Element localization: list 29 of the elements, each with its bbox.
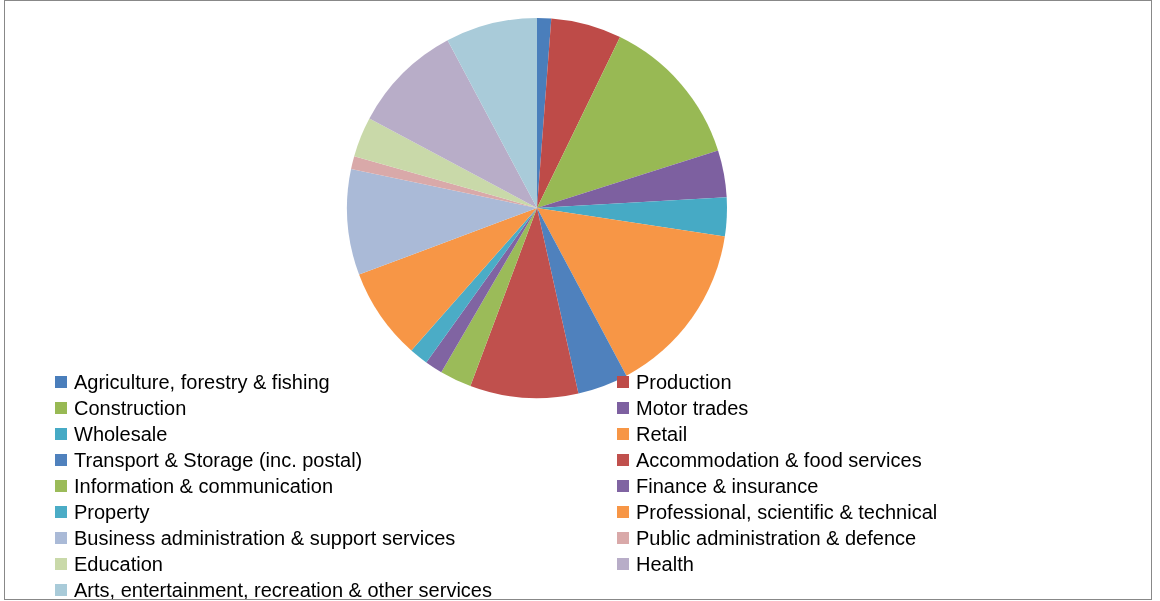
legend-label: Health — [636, 552, 694, 577]
legend-label: Arts, entertainment, recreation & other services — [74, 578, 492, 601]
legend-label: Production — [636, 370, 732, 395]
legend-label: Professional, scientific & technical — [636, 500, 938, 525]
pie-slice — [470, 208, 579, 398]
pie-slice — [537, 37, 719, 208]
legend-label: Retail — [636, 422, 688, 447]
pie-slice — [369, 40, 537, 208]
pie-slice — [347, 168, 537, 275]
legend-label: Motor trades — [636, 396, 749, 421]
legend-label: Wholesale — [74, 422, 168, 447]
pie-slice — [537, 208, 627, 394]
pie-slice — [354, 118, 537, 208]
legend-label: Property — [74, 500, 150, 525]
pie-slice — [537, 18, 621, 208]
pie-slice — [537, 197, 727, 237]
pie-slice — [537, 150, 727, 208]
legend-label: Agriculture, forestry & fishing — [74, 370, 330, 395]
legend-label: Education — [74, 552, 163, 577]
legend-label: Business administration & support services — [74, 526, 456, 551]
legend-label: Transport & Storage (inc. postal) — [74, 448, 363, 473]
legend-label: Accommodation & food services — [636, 448, 922, 473]
pie-slice — [447, 18, 537, 208]
pie-slice — [426, 208, 537, 373]
legend-label: Finance & insurance — [636, 474, 819, 499]
legend-label: Public administration & defence — [636, 526, 917, 551]
legend-label: Construction — [74, 396, 187, 421]
legend-label: Information & communication — [74, 474, 334, 499]
pie-slice — [441, 208, 537, 386]
